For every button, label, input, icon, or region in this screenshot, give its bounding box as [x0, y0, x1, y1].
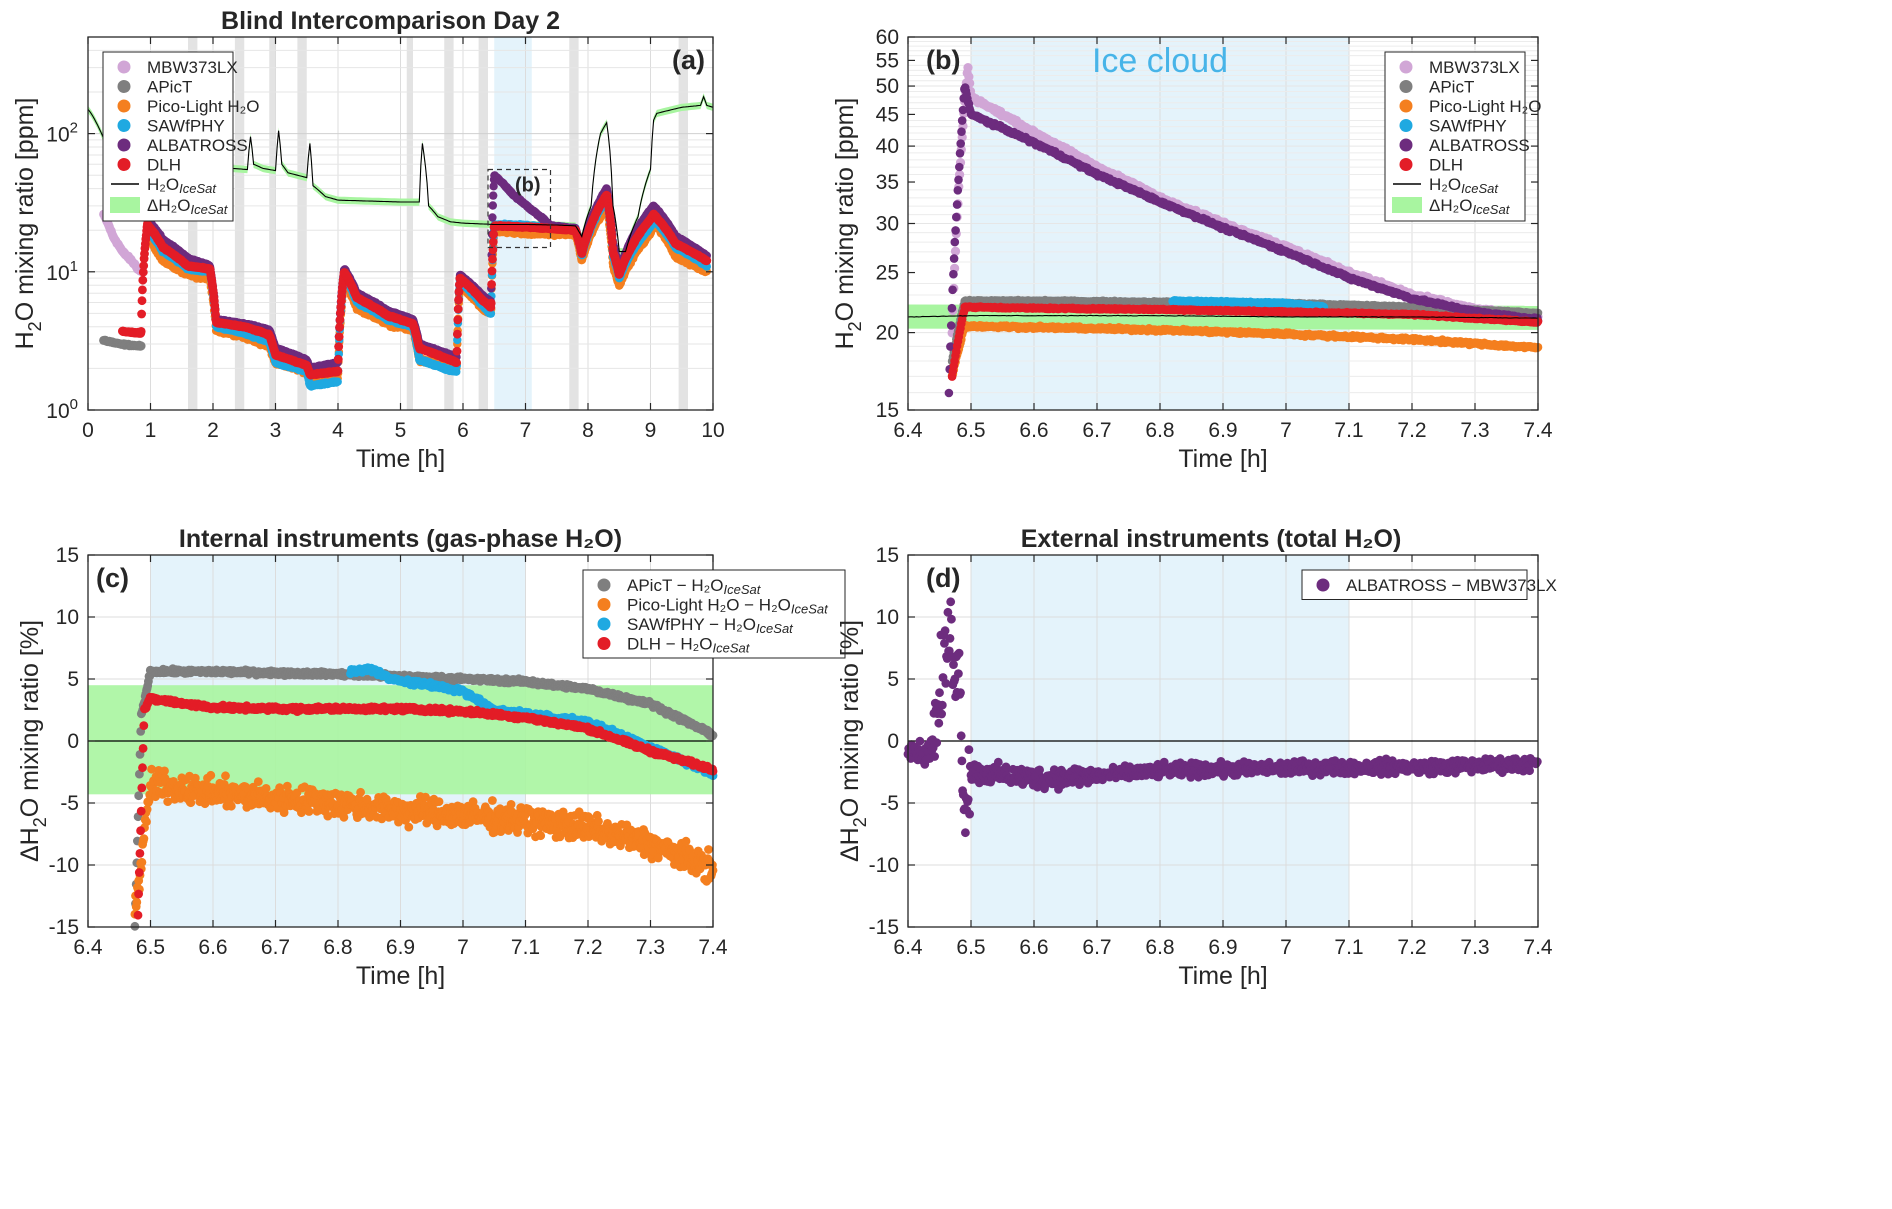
data-point	[454, 295, 463, 305]
data-point	[489, 191, 498, 200]
data-point	[487, 280, 496, 289]
data-point	[488, 237, 498, 247]
data-point	[138, 285, 147, 295]
data-point	[453, 304, 463, 314]
data-point	[138, 275, 148, 285]
grey-band	[297, 37, 307, 410]
series-sawfphy	[143, 194, 711, 391]
data-point	[334, 342, 344, 351]
data-point	[334, 332, 344, 342]
data-point	[488, 254, 497, 264]
series-apict	[99, 335, 146, 351]
data-point	[453, 329, 462, 339]
data-point	[333, 366, 343, 376]
grey-band	[188, 37, 198, 410]
grey-band	[269, 37, 276, 410]
data-point	[136, 327, 146, 336]
data-point	[488, 213, 497, 222]
data-point	[136, 341, 146, 351]
data-point	[137, 296, 147, 306]
grey-band	[678, 37, 688, 410]
data-point	[488, 201, 497, 210]
grey-band	[406, 37, 413, 410]
data-point	[453, 315, 463, 325]
grey-band	[234, 37, 245, 410]
data-point	[452, 346, 462, 356]
data-point	[486, 298, 496, 308]
data-point	[488, 245, 498, 255]
data-point	[137, 309, 147, 319]
data-point	[333, 377, 342, 386]
data-point	[452, 358, 461, 367]
data-point	[487, 266, 497, 276]
data-point	[333, 355, 343, 364]
